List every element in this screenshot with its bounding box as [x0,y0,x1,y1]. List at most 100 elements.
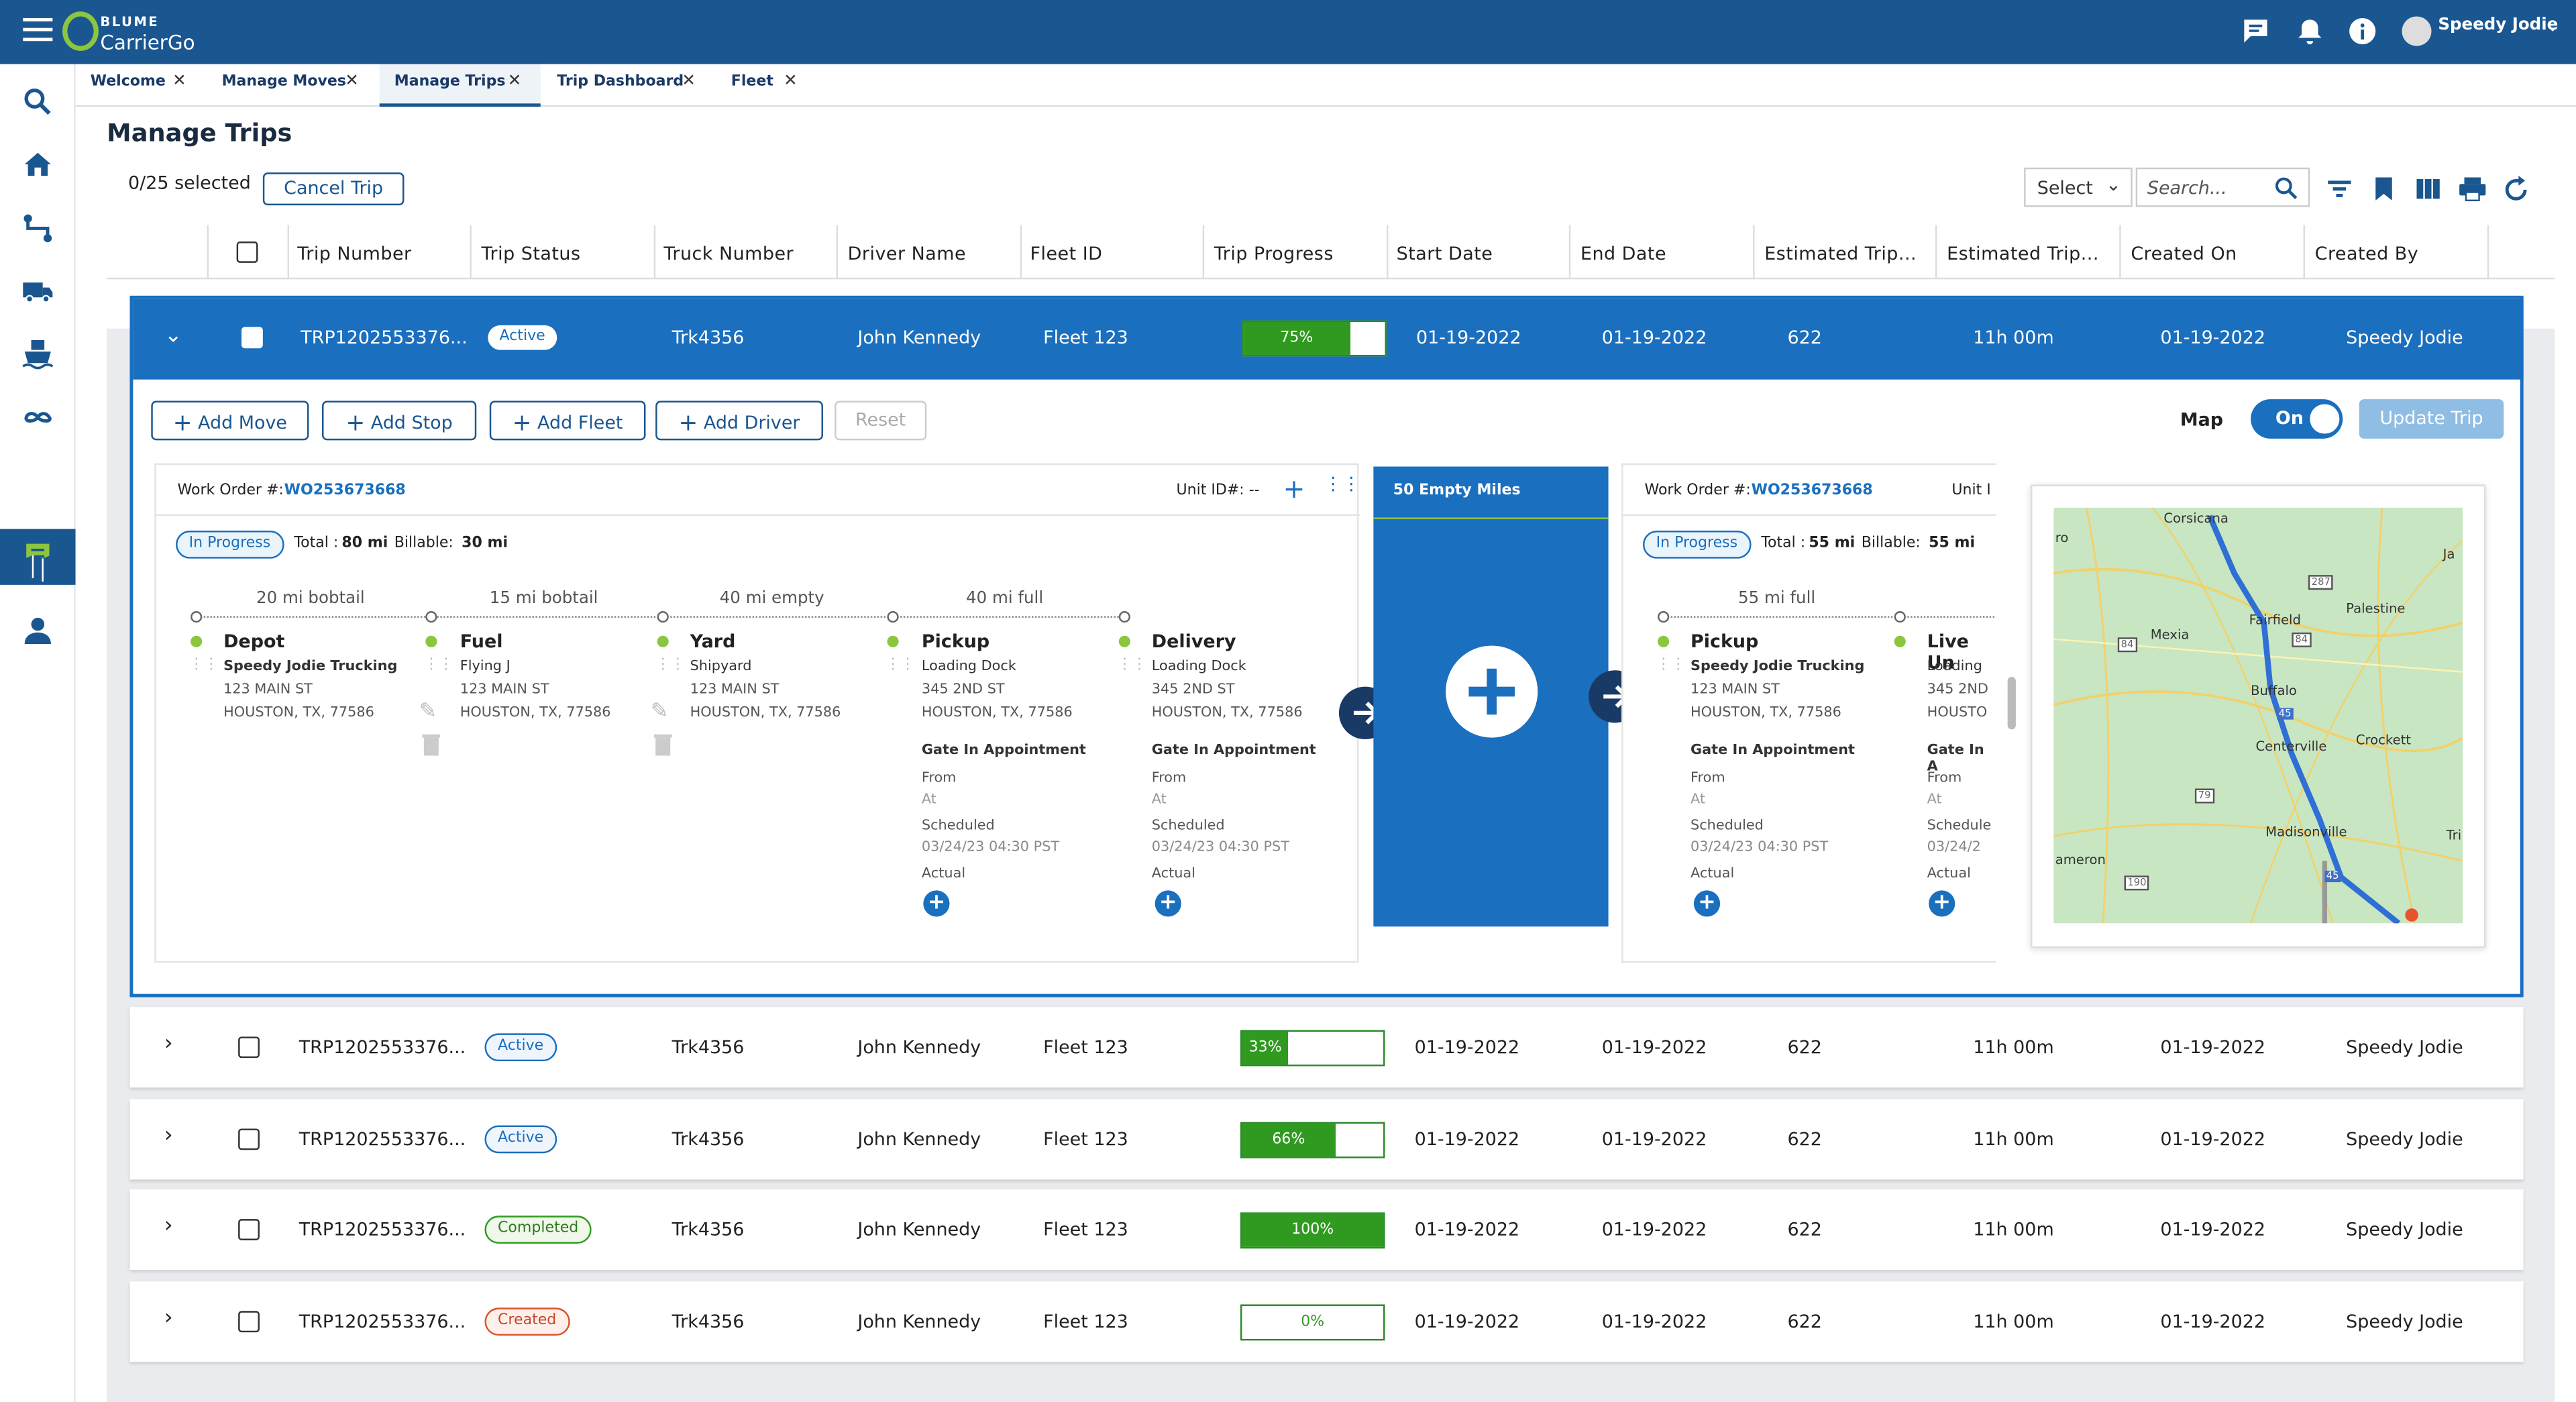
column-header[interactable]: Trip Status [481,243,581,265]
table-row[interactable]: › TRP1202553376... Created Trk4356 John … [129,1281,2524,1362]
update-trip-button[interactable]: Update Trip [2359,399,2504,439]
user-name[interactable]: Speedy Jodie [2438,16,2559,35]
route-icon[interactable] [21,212,54,245]
close-icon[interactable]: ✕ [682,72,696,91]
column-header[interactable]: Fleet ID [1030,243,1103,265]
table-row[interactable]: ⌄ TRP1202553376... Active Trk4356 John K… [133,299,2524,380]
columns-icon[interactable] [2415,177,2441,200]
search-icon[interactable] [21,85,54,118]
filter-icon[interactable] [2326,176,2353,202]
column-header[interactable]: Created On [2131,243,2237,265]
user-icon[interactable] [21,614,54,647]
map-toggle[interactable]: On [2251,399,2343,439]
column-header[interactable]: Trip Progress [1214,243,1334,265]
column-header[interactable]: Estimated Trip... [1947,243,2099,265]
chevron-right-icon[interactable]: › [164,1305,173,1331]
truck-icon[interactable] [21,274,54,307]
column-header[interactable]: Created By [2314,243,2419,265]
table-row[interactable]: › TRP1202553376... Active Trk4356 John K… [129,1007,2524,1088]
select-all-checkbox[interactable] [236,241,258,263]
add-actual-button[interactable]: + [923,890,950,917]
chat-icon[interactable] [2241,16,2270,46]
edit-icon[interactable]: ✎ [419,700,437,725]
tab-fleet[interactable]: Fleet ✕ [716,64,818,107]
select-dropdown[interactable]: Select ⌄ [2024,167,2133,207]
chevron-down-icon[interactable]: ⌄ [164,323,182,349]
drag-icon[interactable]: ⋮⋮ [423,657,453,674]
work-order-link[interactable]: WO253673668 [284,483,406,500]
column-header[interactable]: End Date [1580,243,1667,265]
add-work-order-button[interactable] [1446,645,1538,738]
chevron-down-icon[interactable]: ⌄ [2546,19,2559,36]
tab-welcome[interactable]: Welcome ✕ [76,64,204,107]
plus-icon[interactable]: + [1283,473,1305,504]
empty-miles-panel[interactable]: 50 Empty Miles [1373,466,1609,927]
print-icon[interactable] [2458,176,2487,202]
map-panel[interactable]: Corsicana Ja ro Palestine Mexia Fairfiel… [2030,484,2486,949]
edit-icon[interactable]: ✎ [650,700,669,725]
bell-icon[interactable] [2295,16,2324,46]
chevron-right-icon[interactable]: › [164,1031,173,1057]
map-icon[interactable] [21,552,54,585]
trash-icon[interactable] [422,733,441,756]
drag-icon[interactable]: ⋮⋮ [1117,657,1147,674]
route-map[interactable] [2053,507,2463,924]
trip-number[interactable]: TRP1202553376... [301,327,468,349]
ship-icon[interactable] [21,337,54,370]
cancel-trip-button[interactable]: Cancel Trip [262,172,405,206]
scrollbar[interactable] [2007,676,2016,730]
column-header[interactable]: Trip Number [297,243,412,265]
drag-icon[interactable]: ⋮⋮ [189,657,219,674]
avatar[interactable] [2402,16,2432,46]
table-row[interactable]: › TRP1202553376... Active Trk4356 John K… [129,1099,2524,1180]
search-input[interactable]: Search... [2135,167,2310,207]
column-header[interactable]: Estimated Trip... [1764,243,1917,265]
close-icon[interactable]: ✕ [784,72,798,91]
chevron-right-icon[interactable]: › [164,1214,173,1239]
table-row[interactable]: › TRP1202553376... Completed Trk4356 Joh… [129,1189,2524,1271]
column-header[interactable]: Start Date [1396,243,1493,265]
tab-manage-trips[interactable]: Manage Trips ✕ [379,64,541,107]
bookmark-icon[interactable] [2372,176,2395,202]
drag-icon[interactable]: ⋮⋮ [655,657,686,674]
close-icon[interactable]: ✕ [507,72,522,91]
close-icon[interactable]: ✕ [172,72,186,91]
trip-number[interactable]: TRP1202553376... [299,1311,466,1333]
leg-label: 20 mi bobtail [256,590,365,608]
trash-icon[interactable] [653,733,672,756]
trip-number[interactable]: TRP1202553376... [299,1219,466,1240]
close-icon[interactable]: ✕ [345,72,359,91]
row-checkbox[interactable] [238,1036,260,1059]
refresh-icon[interactable] [2502,176,2530,204]
add-actual-button[interactable]: + [1155,890,1181,917]
info-icon[interactable] [2348,16,2377,46]
home-icon[interactable] [21,148,54,180]
row-checkbox[interactable] [238,1219,260,1240]
tab-trip-dashboard[interactable]: Trip Dashboard ✕ [542,64,706,107]
menu-icon[interactable] [23,17,53,44]
add-move-button[interactable]: + Add Move [151,400,309,441]
drag-icon[interactable]: ⋮⋮ [1656,657,1686,674]
infinity-icon[interactable] [21,401,54,434]
column-header[interactable]: Driver Name [847,243,967,265]
start-date: 01-19-2022 [1414,1311,1520,1333]
work-order-link[interactable]: WO253673668 [1751,483,1873,500]
row-checkbox[interactable] [241,327,263,349]
trip-number[interactable]: TRP1202553376... [299,1128,466,1150]
search-icon[interactable] [2273,176,2298,201]
add-stop-button[interactable]: + Add Stop [322,400,477,441]
add-actual-button[interactable]: + [1929,890,1955,917]
tab-manage-moves[interactable]: Manage Moves ✕ [207,64,376,107]
trip-number[interactable]: TRP1202553376... [299,1036,466,1059]
add-driver-button[interactable]: + Add Driver [655,400,823,441]
chevron-right-icon[interactable]: › [164,1124,173,1148]
add-actual-button[interactable]: + [1693,890,1721,917]
column-header[interactable]: Truck Number [663,243,794,265]
drag-icon[interactable]: ⋮⋮ [885,657,916,674]
reset-button[interactable]: Reset [835,400,927,441]
row-checkbox[interactable] [238,1128,260,1150]
row-checkbox[interactable] [238,1311,260,1333]
add-fleet-button[interactable]: + Add Fleet [489,400,646,441]
drag-icon[interactable]: ⋮⋮ [1324,473,1360,495]
stop-marker [191,635,203,647]
